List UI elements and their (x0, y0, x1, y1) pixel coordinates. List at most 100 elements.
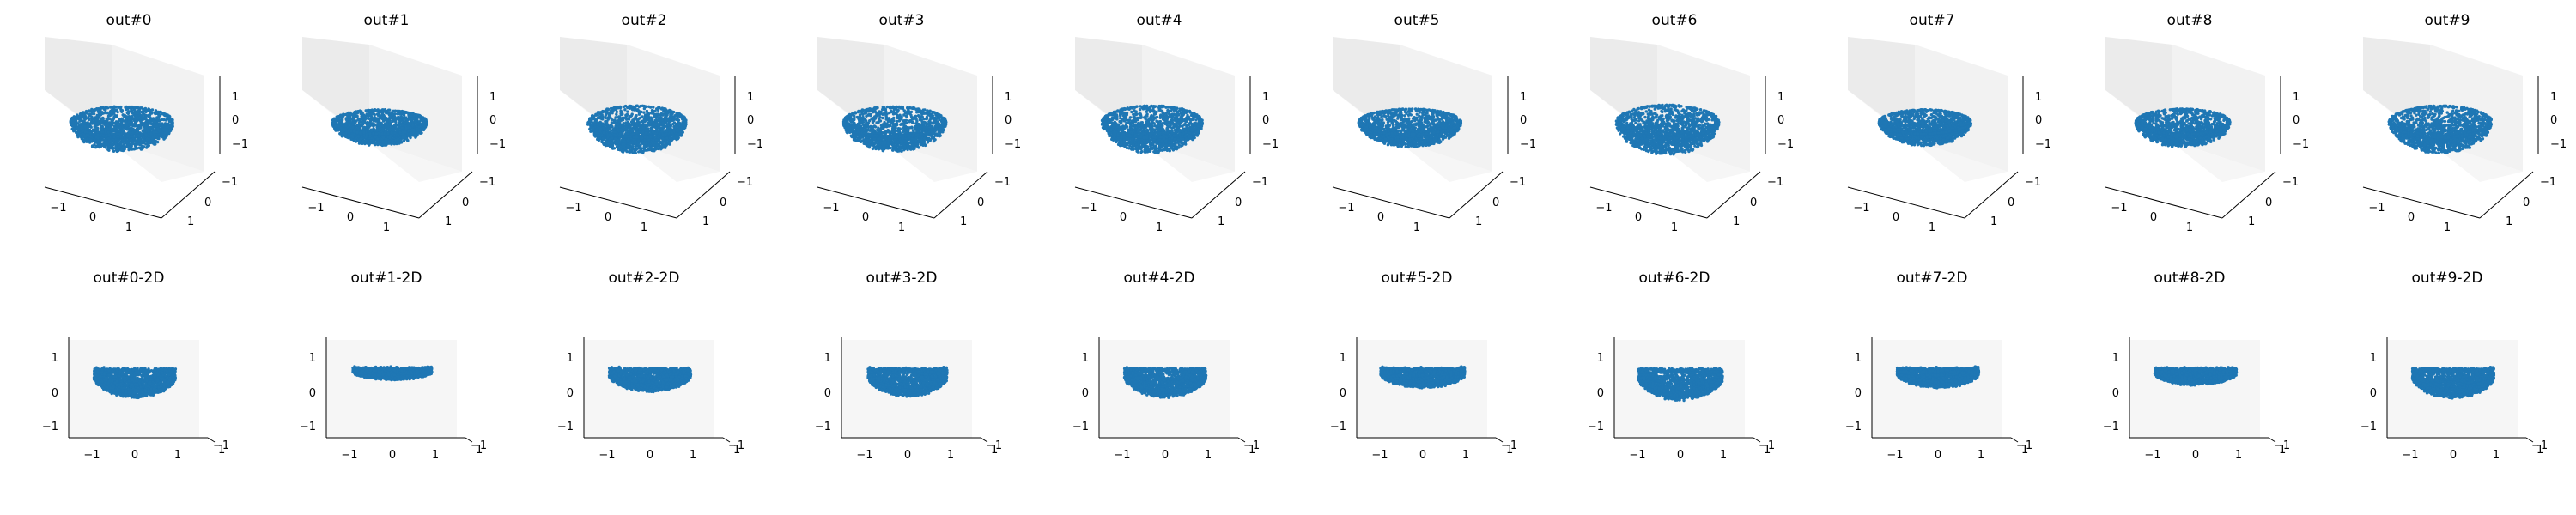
point (112, 147, 115, 150)
point (402, 118, 405, 122)
point (75, 126, 78, 130)
point (646, 112, 649, 115)
point (624, 121, 628, 124)
point (634, 142, 637, 145)
point (73, 129, 76, 132)
point (388, 115, 392, 119)
point (121, 113, 125, 117)
point (134, 124, 137, 128)
point (359, 131, 362, 135)
point (643, 116, 647, 119)
point (666, 123, 670, 127)
point (410, 112, 413, 115)
point (125, 124, 129, 128)
point (131, 141, 135, 145)
point (661, 139, 665, 142)
point (650, 108, 654, 112)
point (364, 109, 368, 112)
subplot-title: out#0 (106, 12, 152, 29)
point (621, 126, 624, 130)
point (356, 135, 360, 138)
point (139, 117, 143, 120)
point (381, 136, 386, 140)
point (376, 137, 380, 141)
point (635, 122, 639, 125)
point (628, 127, 631, 130)
point (612, 127, 616, 130)
point (150, 128, 154, 131)
point (166, 125, 169, 129)
z-tick-label: 0 (232, 114, 239, 127)
point (630, 147, 635, 150)
point (610, 118, 614, 122)
point (421, 123, 424, 127)
point (675, 118, 678, 122)
point (631, 132, 635, 136)
point (374, 119, 378, 123)
point (112, 136, 116, 139)
point (377, 114, 380, 118)
point (618, 124, 622, 129)
point (119, 148, 123, 152)
point (334, 124, 337, 128)
point (622, 145, 626, 148)
point (623, 108, 627, 112)
point (656, 124, 660, 127)
point (83, 125, 87, 129)
point (405, 120, 409, 124)
point (666, 118, 670, 123)
point (131, 109, 134, 112)
point (671, 116, 675, 119)
point (142, 138, 145, 142)
point (130, 127, 134, 130)
point (654, 138, 658, 142)
point (393, 131, 397, 135)
point (363, 142, 367, 146)
point (137, 142, 140, 146)
point (622, 105, 626, 109)
point (406, 134, 410, 137)
point (354, 140, 358, 143)
point (376, 141, 380, 144)
point (133, 106, 137, 110)
point (154, 142, 157, 146)
point (362, 115, 366, 118)
point (163, 113, 167, 117)
point (616, 128, 619, 132)
point (365, 112, 368, 116)
point (608, 111, 611, 115)
point (612, 130, 617, 134)
point (111, 127, 114, 130)
point (399, 115, 404, 118)
point (169, 124, 173, 128)
point (130, 115, 133, 118)
point (112, 149, 116, 153)
point (98, 139, 101, 142)
point (110, 113, 113, 117)
point (614, 116, 617, 119)
point (148, 141, 151, 144)
point (92, 120, 96, 124)
point (361, 142, 364, 145)
point (387, 142, 391, 145)
point (644, 142, 648, 145)
point (137, 106, 142, 110)
point (147, 137, 151, 141)
point (95, 113, 99, 118)
point (615, 110, 618, 114)
point (617, 148, 620, 151)
subplot-title: out#2 (622, 12, 667, 29)
point (398, 130, 402, 134)
point (393, 109, 397, 112)
point (399, 141, 404, 144)
point (140, 110, 143, 113)
point (378, 128, 381, 132)
y-tick-label: 1 (187, 215, 194, 228)
point (638, 128, 641, 131)
point (116, 110, 119, 114)
point (138, 137, 142, 141)
point (593, 134, 597, 138)
point (389, 125, 393, 129)
point (654, 126, 658, 130)
point (369, 112, 374, 116)
